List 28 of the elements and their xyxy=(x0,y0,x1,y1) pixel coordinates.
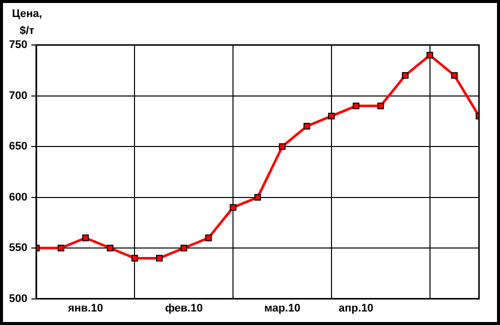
y-tick-label: 600 xyxy=(8,191,28,204)
point xyxy=(426,52,434,58)
point xyxy=(352,102,360,110)
point xyxy=(156,254,163,262)
point xyxy=(180,244,188,252)
point xyxy=(131,254,138,262)
point xyxy=(451,72,458,79)
point xyxy=(278,143,286,150)
x-tick-label: янв.10 xyxy=(68,302,104,314)
y-tick-label: 700 xyxy=(8,90,28,102)
point xyxy=(328,112,335,120)
y-tick-label: 500 xyxy=(8,292,28,305)
x-tick-label: апр.10 xyxy=(338,302,374,314)
x-tick-label: фев.10 xyxy=(165,302,203,314)
x-tick-label: мар.10 xyxy=(264,302,300,314)
y-tick-label: 650 xyxy=(8,140,28,153)
point xyxy=(82,234,89,242)
y-tick-label: 550 xyxy=(8,242,28,254)
point xyxy=(106,244,114,252)
point xyxy=(230,204,236,211)
point xyxy=(377,102,384,110)
y-tick-label: 750 xyxy=(8,39,28,52)
point xyxy=(304,122,310,130)
y-axis-title: Цена, $/т xyxy=(12,8,42,37)
point xyxy=(402,72,409,79)
point xyxy=(205,234,212,242)
point xyxy=(58,244,64,252)
point xyxy=(254,194,262,201)
